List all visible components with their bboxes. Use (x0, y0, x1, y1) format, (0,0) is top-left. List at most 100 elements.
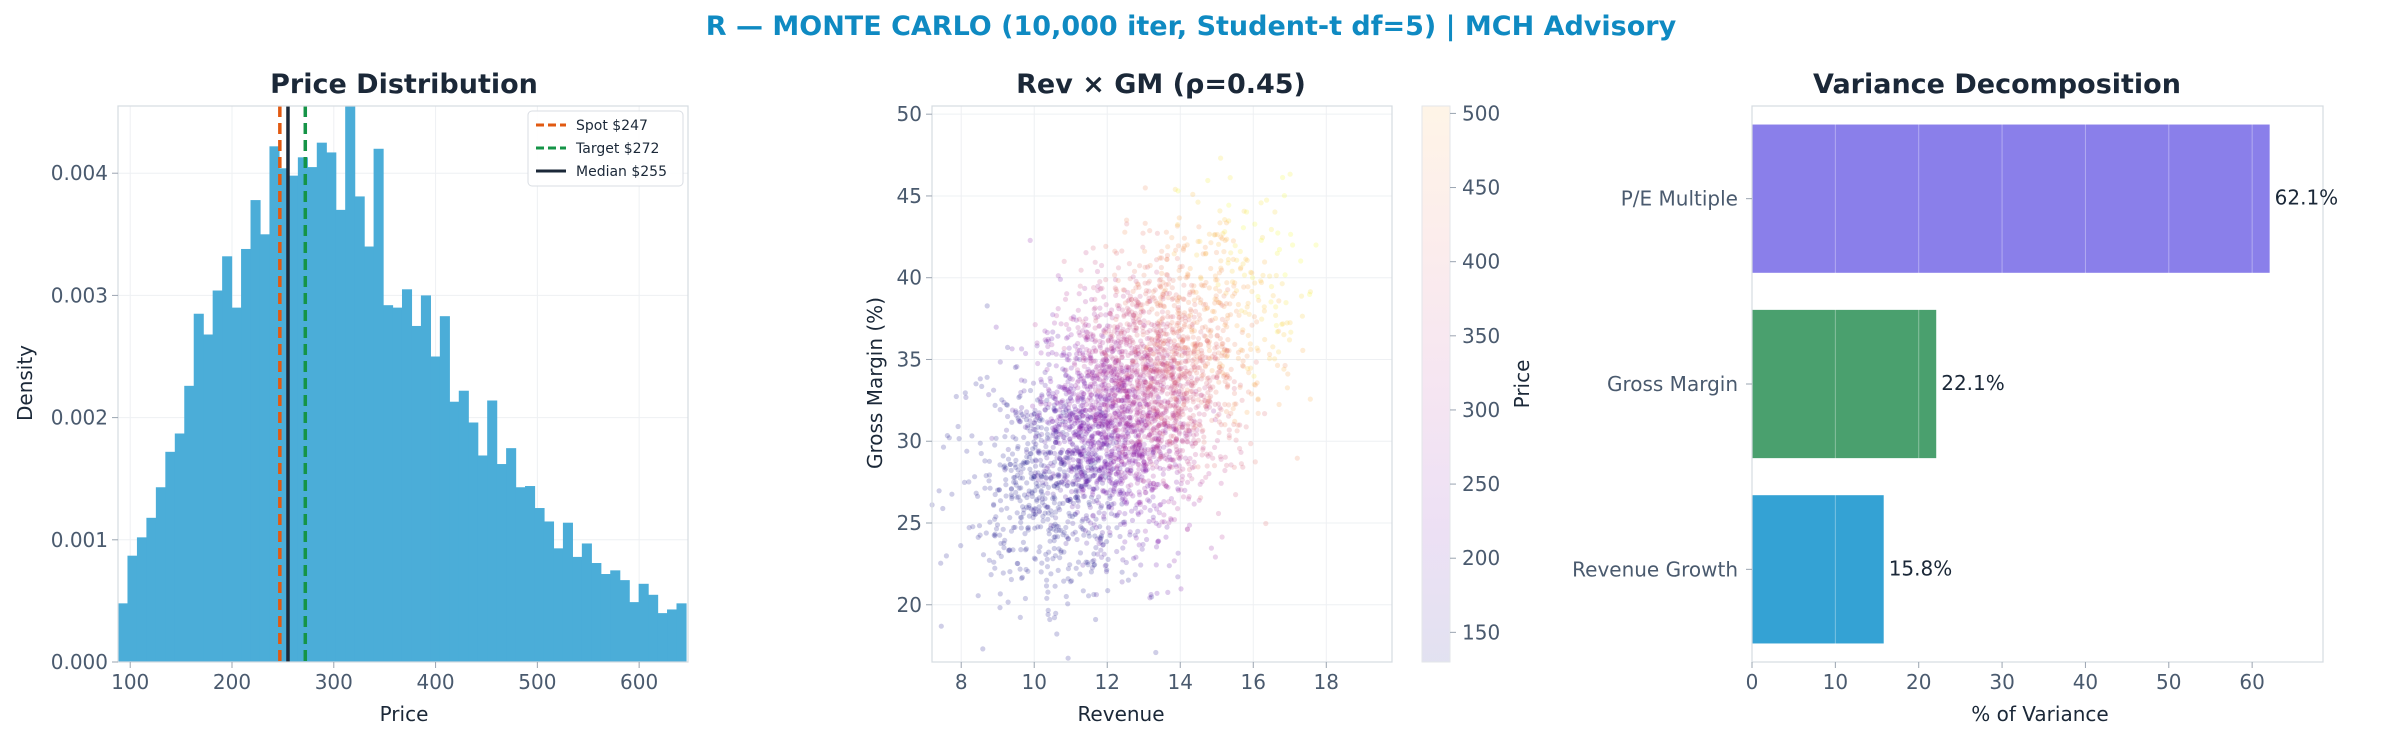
scatter-point (1055, 333, 1061, 339)
scatter-point (1116, 412, 1122, 418)
scatter-point (1261, 308, 1267, 314)
scatter-point (1151, 341, 1157, 347)
scatter-point (997, 605, 1003, 611)
scatter-point (1087, 474, 1093, 480)
scatter-point (978, 450, 984, 457)
scatter-point (1232, 290, 1238, 297)
histogram-bar (401, 289, 413, 662)
scatter-point (1107, 529, 1113, 536)
scatter-point (1103, 416, 1109, 422)
scatter-point (1146, 335, 1152, 341)
scatter-point (1125, 440, 1131, 446)
scatter-point (1084, 478, 1090, 484)
scatter-point (1093, 545, 1099, 551)
scatter-point (1119, 569, 1125, 575)
scatter-point (1175, 298, 1181, 304)
scatter-point (1190, 362, 1196, 368)
scatter-point (995, 487, 1001, 493)
scatter-point (1150, 446, 1156, 452)
scatter-point (1144, 364, 1150, 370)
scatter-point (1175, 574, 1181, 580)
scatter-point (1108, 345, 1114, 351)
scatter-point (1039, 392, 1045, 398)
scatter-point (1115, 437, 1121, 443)
scatter-point (1141, 323, 1148, 329)
scatter-point (1216, 429, 1222, 436)
scatter-point (1150, 450, 1156, 456)
scatter-point (1107, 310, 1113, 317)
scatter-point (1199, 373, 1205, 379)
histogram-bar (600, 574, 611, 662)
scatter-point (1270, 344, 1276, 350)
scatter-point (1076, 449, 1082, 455)
scatter-point (1048, 476, 1054, 482)
scatter-point (1069, 412, 1075, 418)
scatter-point (1118, 473, 1124, 479)
scatter-point (1051, 407, 1057, 413)
scatter-point (1146, 288, 1152, 294)
scatter-point (1145, 358, 1151, 364)
scatter-point (1100, 421, 1106, 427)
scatter-point (1136, 500, 1142, 506)
scatter-point (1124, 393, 1130, 399)
scatter-point (1151, 480, 1157, 486)
scatter-point (1014, 494, 1020, 500)
scatter-point (1111, 435, 1117, 441)
scatter-point (1035, 424, 1041, 430)
scatter-point (1097, 535, 1103, 541)
scatter-point (1075, 307, 1081, 313)
scatter-point (1144, 395, 1151, 401)
scatter-point (1197, 341, 1203, 347)
scatter-point (1122, 539, 1128, 545)
scatter-point (1019, 575, 1025, 581)
scatter-point (1208, 265, 1214, 272)
scatter-point (1078, 469, 1084, 475)
scatter-point (1190, 399, 1196, 405)
scatter-point (1219, 267, 1225, 273)
scatter-point (1100, 340, 1106, 346)
scatter-point (1138, 509, 1144, 515)
scatter-point (1093, 525, 1099, 531)
scatter-point (1161, 512, 1167, 518)
scatter-point (1115, 397, 1121, 403)
scatter-point (1067, 579, 1074, 585)
scatter-point (1093, 399, 1099, 405)
scatter-point (1124, 499, 1130, 505)
scatter-point (1068, 315, 1074, 322)
scatter-point (1234, 323, 1240, 329)
rev-gm-grid (932, 106, 1392, 662)
scatter-point (1129, 364, 1135, 370)
scatter-point (1170, 314, 1176, 320)
scatter-point (1222, 322, 1228, 328)
scatter-point (1058, 457, 1064, 463)
scatter-point (1130, 339, 1136, 346)
scatter-point (1134, 362, 1140, 368)
scatter-point (1186, 461, 1192, 467)
scatter-point (1061, 386, 1067, 392)
scatter-point (1121, 415, 1127, 421)
scatter-point (1114, 289, 1120, 295)
scatter-point (1109, 492, 1115, 498)
scatter-point (1185, 336, 1191, 342)
scatter-point (1034, 484, 1040, 490)
scatter-point (1008, 486, 1015, 492)
scatter-point (1171, 359, 1177, 365)
scatter-point (1246, 370, 1252, 376)
scatter-point (1096, 421, 1102, 427)
scatter-point (1047, 538, 1053, 544)
scatter-point (1053, 428, 1059, 435)
scatter-point (1159, 422, 1165, 428)
scatter-point (1065, 398, 1071, 404)
scatter-point (1285, 371, 1291, 377)
histogram-bar (269, 146, 280, 663)
scatter-point (1142, 264, 1148, 270)
scatter-point (1126, 456, 1132, 462)
rev-gm-points (929, 155, 1319, 661)
scatter-point (1121, 400, 1127, 406)
scatter-point (1148, 375, 1154, 381)
scatter-point (1037, 416, 1044, 422)
scatter-point (1191, 432, 1197, 438)
scatter-point (1018, 547, 1024, 553)
scatter-point (1180, 296, 1186, 302)
scatter-point (1052, 396, 1059, 402)
